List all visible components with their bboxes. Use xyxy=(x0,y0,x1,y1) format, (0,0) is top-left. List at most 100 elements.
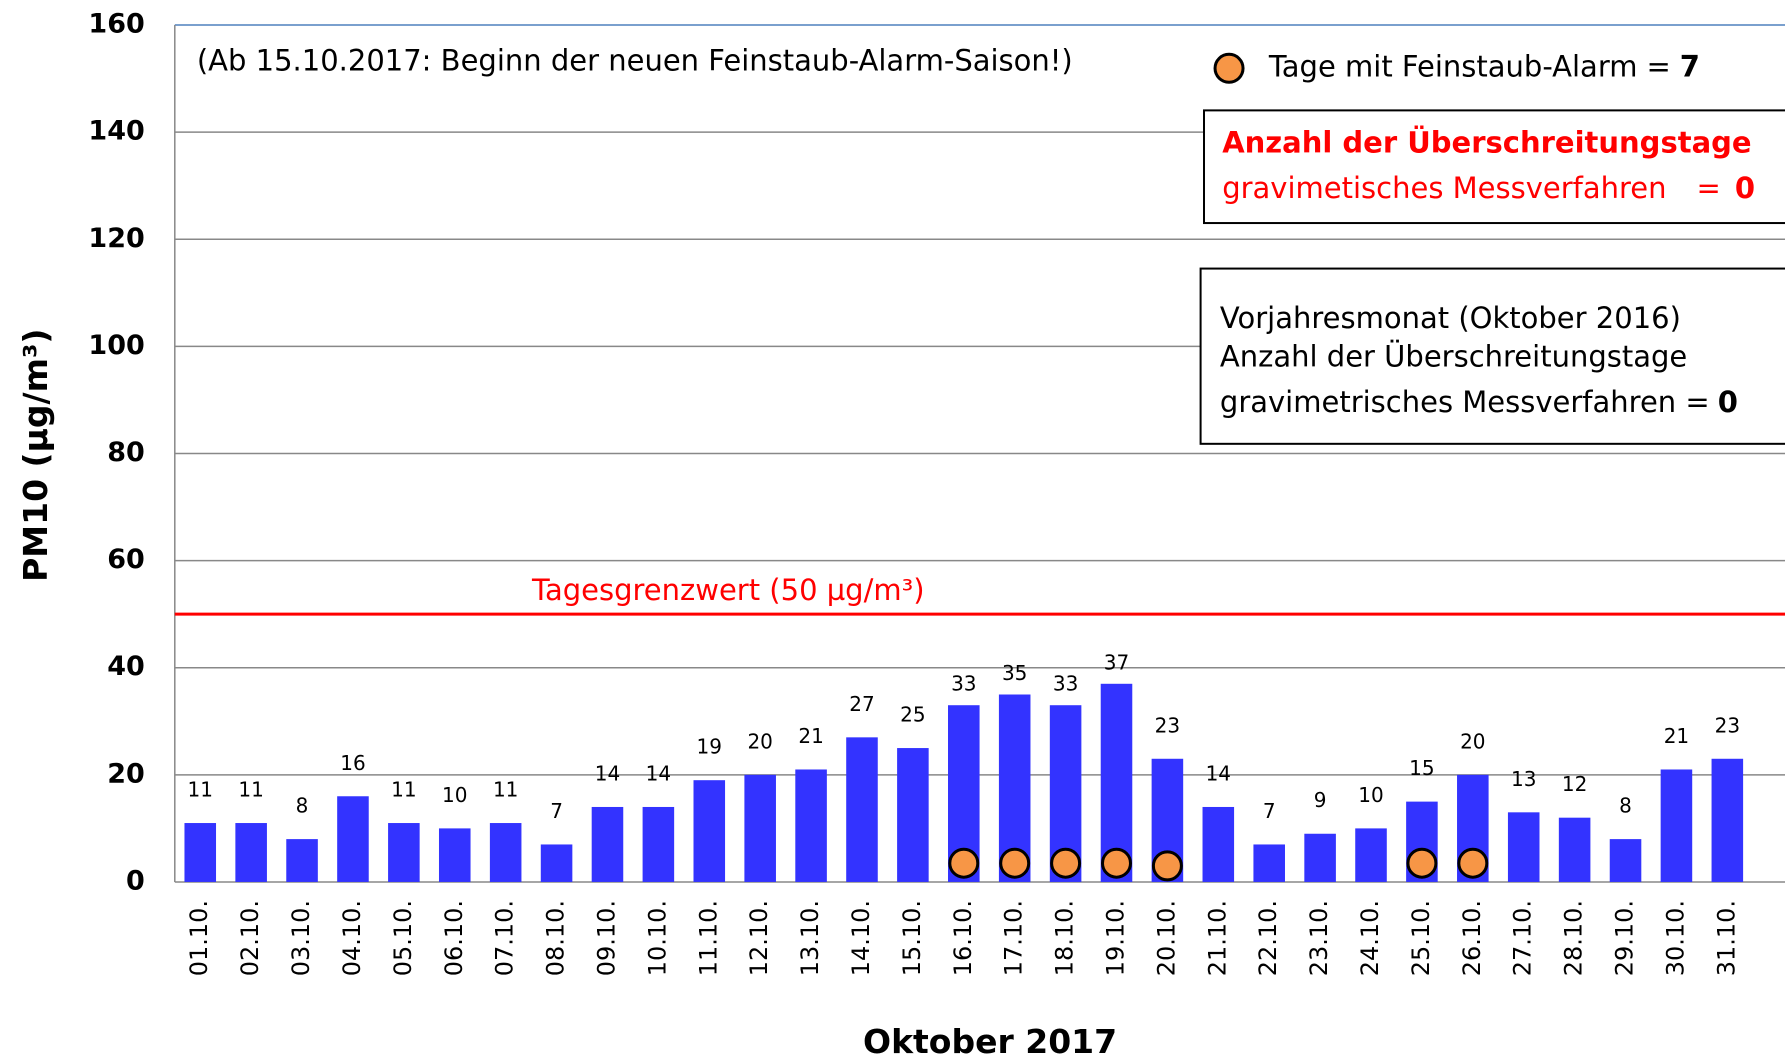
y-tick-label: 60 xyxy=(107,544,145,575)
value-label: 20 xyxy=(747,729,772,753)
box-previous-text: gravimetrisches Messverfahren = xyxy=(1220,385,1710,419)
box-previous-line2: Anzahl der Überschreitungstage xyxy=(1220,339,1687,373)
bar xyxy=(1609,839,1642,882)
bar xyxy=(337,796,369,882)
x-tick-label: 05.10. xyxy=(389,900,417,976)
value-label: 8 xyxy=(296,794,309,818)
box-previous xyxy=(1199,267,1785,445)
value-label: 11 xyxy=(188,778,213,802)
x-tick-label: 06.10. xyxy=(440,900,468,976)
x-tick-label: 19.10. xyxy=(1101,900,1129,976)
x-tick-label: 04.10. xyxy=(338,900,366,976)
x-tick-label: 25.10. xyxy=(1407,900,1435,976)
bar xyxy=(693,780,726,882)
x-tick-label: 13.10. xyxy=(796,900,824,976)
x-tick-label: 16.10. xyxy=(949,900,977,976)
value-label: 7 xyxy=(1263,799,1276,823)
box-current-equals: = xyxy=(1697,171,1721,205)
x-tick-label: 28.10. xyxy=(1560,900,1588,976)
x-tick-label: 18.10. xyxy=(1051,900,1079,976)
alarm-dot xyxy=(1457,847,1489,879)
value-label: 7 xyxy=(550,799,563,823)
y-tick-label: 0 xyxy=(126,865,145,896)
legend-name: Tage mit Feinstaub-Alarm xyxy=(1268,49,1638,83)
bar xyxy=(1253,844,1285,882)
box-previous-line1: Vorjahresmonat (Oktober 2016) xyxy=(1220,301,1681,335)
box-current-line1: Anzahl der Überschreitungstage xyxy=(1222,126,1751,160)
legend-count: 7 xyxy=(1680,49,1700,83)
value-label: 21 xyxy=(1664,724,1689,748)
box-previous-line3: gravimetrisches Messverfahren = 0 xyxy=(1220,385,1738,419)
box-current xyxy=(1203,109,1785,225)
alarm-dot xyxy=(1406,847,1438,879)
alarm-dot xyxy=(948,847,980,879)
value-label: 14 xyxy=(646,761,671,785)
bar xyxy=(744,774,776,882)
x-tick-label: 29.10. xyxy=(1611,900,1639,976)
bar xyxy=(642,806,675,882)
value-label: 33 xyxy=(951,672,976,696)
x-tick-label: 08.10. xyxy=(542,900,570,976)
x-axis-label: Oktober 2017 xyxy=(863,1022,1117,1061)
box-current-count: 0 xyxy=(1735,171,1755,205)
value-label: 23 xyxy=(1715,713,1740,737)
x-tick-label: 22.10. xyxy=(1254,900,1282,976)
x-tick-label: 10.10. xyxy=(643,900,671,976)
bar xyxy=(489,823,522,882)
x-tick-label: 03.10. xyxy=(287,900,315,976)
value-label: 16 xyxy=(340,751,365,775)
x-tick-label: 30.10. xyxy=(1661,900,1689,976)
bar xyxy=(1202,806,1235,882)
bar xyxy=(846,737,878,882)
bar xyxy=(1711,758,1744,882)
x-tick-label: 15.10. xyxy=(898,900,926,976)
bar xyxy=(1355,828,1387,882)
y-tick-label: 80 xyxy=(107,437,145,468)
value-label: 9 xyxy=(1314,788,1327,812)
value-label: 14 xyxy=(1206,761,1231,785)
annotation: (Ab 15.10.2017: Beginn der neuen Feinsta… xyxy=(197,44,1073,78)
legend-text: Tage mit Feinstaub-Alarm = 7 xyxy=(1268,49,1700,83)
bar xyxy=(388,823,420,882)
bar xyxy=(235,823,267,882)
y-tick-label: 100 xyxy=(88,330,144,361)
value-label: 37 xyxy=(1104,650,1129,674)
limit-label: Tagesgrenzwert (50 µg/m³) xyxy=(531,573,925,607)
x-tick-label: 26.10. xyxy=(1458,900,1486,976)
x-tick-label: 24.10. xyxy=(1356,900,1384,976)
box-previous-count: 0 xyxy=(1718,385,1738,419)
value-label: 35 xyxy=(1002,661,1027,685)
x-tick-label: 17.10. xyxy=(1000,900,1028,976)
value-label: 12 xyxy=(1562,772,1587,796)
value-label: 11 xyxy=(391,778,416,802)
value-label: 21 xyxy=(798,724,823,748)
y-axis-label: PM10 (µg/m³) xyxy=(16,328,55,581)
value-label: 13 xyxy=(1511,767,1536,791)
value-label: 23 xyxy=(1155,713,1180,737)
value-label: 11 xyxy=(493,778,518,802)
bar xyxy=(1558,817,1591,882)
alarm-dot xyxy=(1100,847,1132,879)
box-current-text: gravimetisches Messverfahren xyxy=(1222,171,1666,205)
y-tick-label: 140 xyxy=(88,116,144,147)
value-label: 11 xyxy=(238,778,263,802)
value-label: 15 xyxy=(1409,756,1434,780)
value-label: 10 xyxy=(1358,783,1383,807)
y-tick-label: 160 xyxy=(88,9,144,40)
bar xyxy=(1507,812,1540,882)
bar xyxy=(591,806,624,882)
bar xyxy=(897,748,929,882)
alarm-dot xyxy=(999,847,1031,879)
value-label: 20 xyxy=(1460,729,1485,753)
alarm-dot xyxy=(1151,850,1183,882)
x-tick-label: 14.10. xyxy=(847,900,875,976)
value-label: 10 xyxy=(442,783,467,807)
x-tick-label: 20.10. xyxy=(1152,900,1180,976)
x-tick-label: 31.10. xyxy=(1712,900,1740,976)
bar xyxy=(540,844,573,882)
y-tick-label: 20 xyxy=(107,758,145,789)
y-tick-label: 40 xyxy=(107,651,145,682)
alarm-dot xyxy=(1050,847,1082,879)
x-tick-label: 02.10. xyxy=(236,900,264,976)
x-tick-label: 11.10. xyxy=(694,900,722,976)
